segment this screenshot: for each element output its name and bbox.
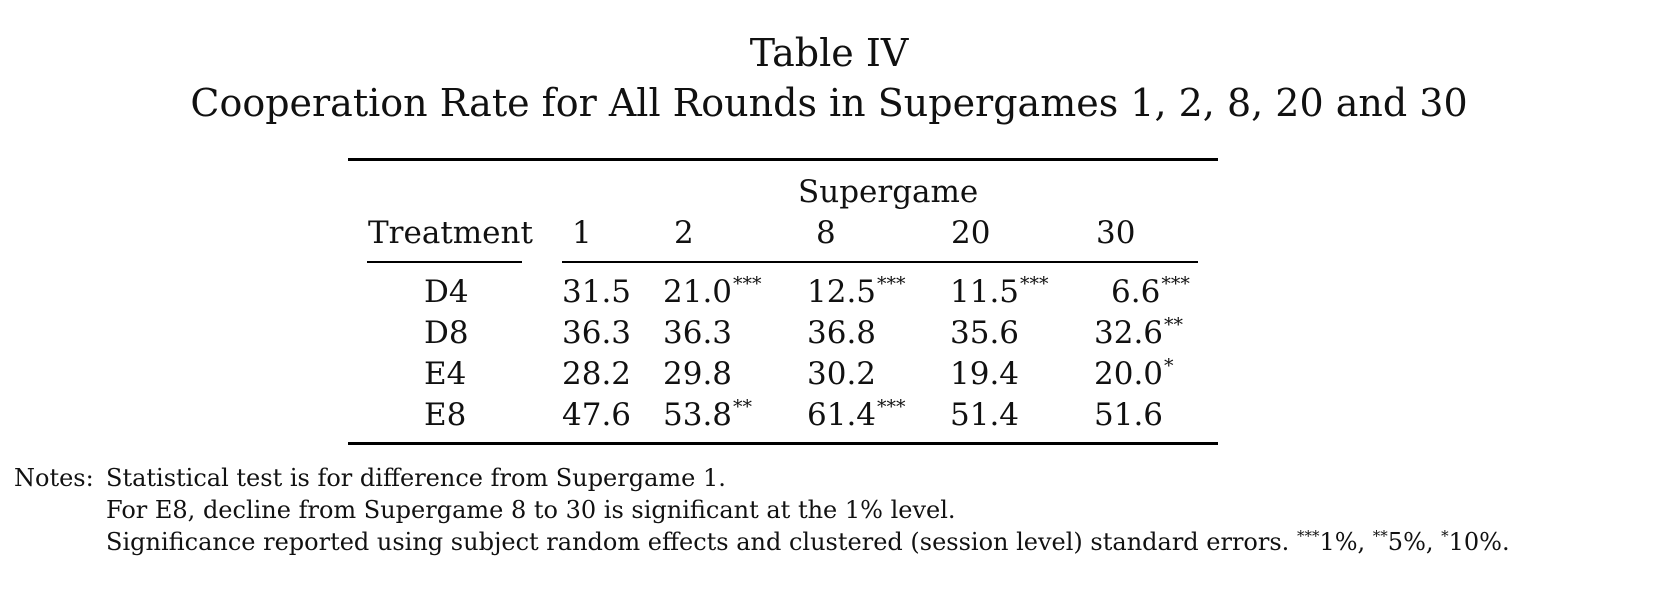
row-e8-col-20: 51.4 [950,397,1020,433]
group-header-supergame: Supergame [798,174,979,210]
row-d8-treatment: D8 [424,315,469,351]
row-e4-col-1: 28.2 [562,356,632,392]
sig-level-2: 5%, [1387,528,1434,556]
sig-level-1: 1%, [1319,528,1366,556]
sig-stars-1: *** [1296,527,1320,545]
column-header-8: 8 [816,215,836,251]
row-e4-col-20: 19.4 [950,356,1020,392]
supergame-underline [562,261,1198,263]
row-e4-col-30: 20.0* [1094,355,1174,392]
table-caption: Cooperation Rate for All Rounds in Super… [190,81,1468,125]
notes-line-1: Statistical test is for difference from … [106,464,726,492]
sig-level-3: 10%. [1448,528,1510,556]
sig-stars-2: ** [1372,527,1388,545]
row-e4-treatment: E4 [424,356,467,392]
notes-label: Notes: [14,464,94,492]
row-d4-col-20: 11.5*** [950,273,1049,310]
bottom-rule [348,442,1218,445]
row-d4-col-8: 12.5*** [807,273,906,310]
row-d4-col-1: 31.5 [562,274,632,310]
row-d4-col-2: 21.0*** [663,273,762,310]
notes-line-2: For E8, decline from Supergame 8 to 30 i… [106,496,956,524]
row-e8-col-2: 53.8** [663,396,753,433]
row-e4-col-2: 29.8 [663,356,733,392]
row-d8-col-20: 35.6 [950,315,1020,351]
notes-line-3: Significance reported using subject rand… [106,527,1510,556]
row-d4-treatment: D4 [424,274,469,310]
column-header-20: 20 [951,215,991,251]
sig-stars-3: * [1441,527,1449,545]
treatment-underline [367,261,522,263]
column-header-2: 2 [674,215,694,251]
column-header-1: 1 [572,215,592,251]
notes-line-3-text: Significance reported using subject rand… [106,528,1290,556]
row-d8-col-30: 32.6** [1094,314,1184,351]
row-e8-col-1: 47.6 [562,397,632,433]
table-label: Table IV [749,31,909,75]
row-e8-col-8: 61.4*** [807,396,906,433]
row-e8-col-30: 51.6 [1094,397,1164,433]
top-rule [348,158,1218,161]
row-d8-col-1: 36.3 [562,315,632,351]
row-header-treatment: Treatment [368,215,533,251]
row-e4-col-8: 30.2 [807,356,877,392]
row-e8-treatment: E8 [424,397,467,433]
column-header-30: 30 [1096,215,1136,251]
row-d8-col-2: 36.3 [663,315,733,351]
row-d4-col-30: 6.6*** [1111,273,1190,310]
row-d8-col-8: 36.8 [807,315,877,351]
